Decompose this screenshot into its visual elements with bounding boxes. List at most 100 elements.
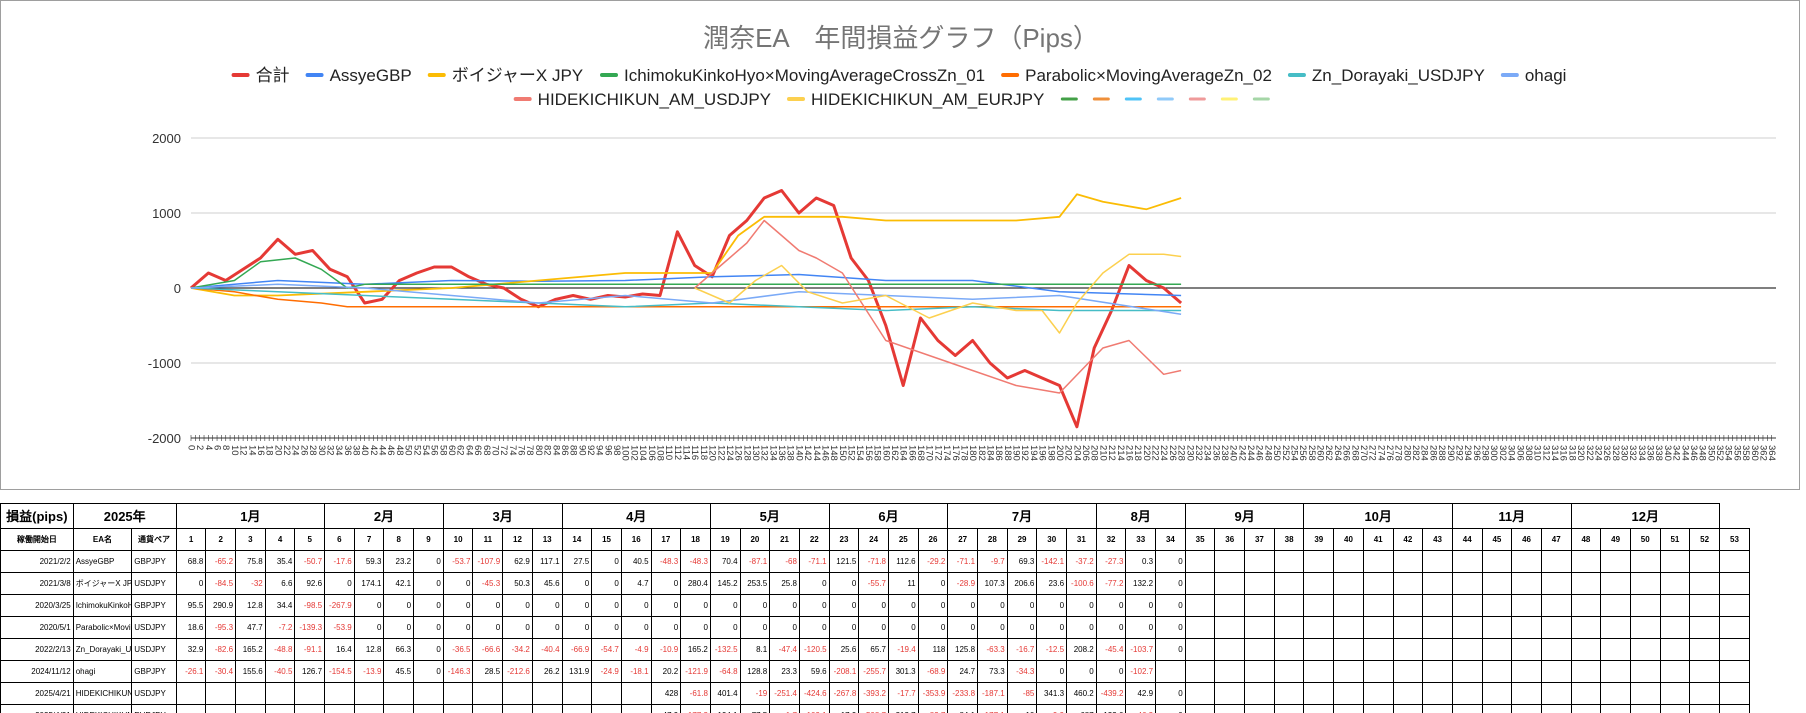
x-tick-label: 68 bbox=[481, 445, 492, 456]
x-tick-label: 108 bbox=[654, 445, 665, 461]
x-tick-label: 86 bbox=[559, 445, 570, 456]
pips-cell bbox=[1629, 616, 1661, 639]
pips-cell bbox=[1451, 660, 1483, 683]
x-tick-label: 334 bbox=[1636, 445, 1647, 461]
x-tick-label: 196 bbox=[1037, 445, 1048, 461]
pips-cell bbox=[1184, 616, 1216, 639]
pips-cell bbox=[1362, 594, 1394, 617]
legend-label: IchimokuKinkoHyo×MovingAverageCrossZn_01 bbox=[624, 66, 985, 85]
x-tick-label: 24 bbox=[290, 445, 301, 456]
x-tick-label: 126 bbox=[733, 445, 744, 461]
pips-cell: 280.4 bbox=[680, 572, 711, 595]
x-tick-label: 150 bbox=[837, 445, 848, 461]
pips-cell: -55.7 bbox=[858, 572, 889, 595]
pips-cell: -71.8 bbox=[858, 550, 889, 573]
pips-cell: 0 bbox=[591, 550, 622, 573]
week-number: 18 bbox=[680, 528, 711, 551]
x-tick-label: 72 bbox=[498, 445, 509, 456]
x-tick-label: 76 bbox=[516, 445, 527, 456]
x-tick-label: 308 bbox=[1523, 445, 1534, 461]
pips-cell bbox=[1214, 550, 1246, 573]
x-tick-label: 8 bbox=[220, 445, 231, 450]
pips-cell bbox=[1273, 550, 1305, 573]
x-tick-label: 212 bbox=[1106, 445, 1117, 461]
pips-cell: 0 bbox=[798, 616, 830, 639]
pips-cell bbox=[1392, 594, 1424, 617]
pips-cell: 0 bbox=[917, 572, 949, 595]
pips-cell bbox=[1540, 572, 1572, 595]
pips-cell: -34.2 bbox=[502, 638, 533, 661]
pips-cell: -121.9 bbox=[680, 660, 711, 683]
pips-cell bbox=[324, 682, 355, 705]
legend-label: ボイジャーX JPY bbox=[452, 66, 583, 85]
pips-cell bbox=[1511, 682, 1542, 705]
pips-cell: 125.8 bbox=[947, 638, 979, 661]
month-header: 4月 bbox=[561, 503, 711, 529]
pips-cell bbox=[1689, 704, 1720, 713]
start-date-cell: 2024/11/12 bbox=[0, 660, 74, 683]
week-number: 50 bbox=[1629, 528, 1661, 551]
x-tick-label: 236 bbox=[1210, 445, 1221, 461]
pips-cell: 131.9 bbox=[561, 660, 593, 683]
x-tick-label: 128 bbox=[741, 445, 752, 461]
pips-cell bbox=[1718, 682, 1751, 705]
x-tick-label: 58 bbox=[437, 445, 448, 456]
x-tick-label: 130 bbox=[750, 445, 761, 461]
pips-cell bbox=[1570, 550, 1602, 573]
pips-cell: 0 bbox=[472, 594, 504, 617]
x-tick-label: 338 bbox=[1653, 445, 1664, 461]
pips-cell: 0 bbox=[561, 616, 593, 639]
ea-name-cell: Zn_Dorayaki_USDJPY bbox=[72, 638, 133, 661]
pips-cell: -17.7 bbox=[887, 682, 919, 705]
week-number: 31 bbox=[1066, 528, 1097, 551]
x-tick-label: 4 bbox=[203, 445, 214, 450]
x-tick-label: 148 bbox=[828, 445, 839, 461]
pips-cell: -19 bbox=[739, 682, 771, 705]
x-tick-label: 310 bbox=[1532, 445, 1543, 461]
y-tick-label: 1000 bbox=[152, 206, 181, 221]
x-tick-label: 62 bbox=[455, 445, 466, 456]
pips-cell bbox=[1659, 660, 1691, 683]
pips-cell: -19.4 bbox=[887, 638, 919, 661]
x-tick-label: 18 bbox=[264, 445, 275, 456]
week-number: 46 bbox=[1511, 528, 1542, 551]
x-tick-label: 356 bbox=[1731, 445, 1742, 461]
table-header-weeks: 稼働開始日 EA名 通貨ペア 1 2 3 4 5 6 7 8 9 10 11 12 13 14 15 16 17 18 1… bbox=[0, 528, 1751, 551]
x-tick-label: 354 bbox=[1723, 445, 1734, 461]
pips-cell: 165.2 bbox=[680, 638, 711, 661]
pips-cell bbox=[1422, 682, 1453, 705]
pips-cell: 107.3 bbox=[977, 572, 1008, 595]
pips-cell bbox=[1392, 682, 1424, 705]
pips-cell bbox=[1659, 704, 1691, 713]
pips-cell bbox=[1422, 594, 1453, 617]
pips-cell: 27.5 bbox=[561, 550, 593, 573]
pips-cell bbox=[1540, 682, 1572, 705]
month-header: 8月 bbox=[1095, 503, 1186, 529]
pips-cell: 95.5 bbox=[175, 594, 207, 617]
x-tick-label: 112 bbox=[672, 445, 683, 460]
x-tick-label: 204 bbox=[1071, 445, 1082, 461]
pips-cell: 121.5 bbox=[828, 550, 860, 573]
x-tick-label: 350 bbox=[1705, 445, 1716, 461]
pips-cell: 0 bbox=[383, 616, 415, 639]
pips-cell: -27.3 bbox=[1095, 550, 1127, 573]
pips-cell bbox=[472, 682, 504, 705]
week-number: 10 bbox=[442, 528, 474, 551]
pips-cell: 0 bbox=[977, 616, 1008, 639]
x-tick-label: 40 bbox=[359, 445, 370, 456]
pips-cell bbox=[1659, 616, 1691, 639]
x-tick-label: 282 bbox=[1410, 445, 1421, 461]
pips-cell: 47.7 bbox=[235, 616, 266, 639]
pips-cell: -146.3 bbox=[442, 660, 474, 683]
chart-title: 潤奈EA 年間損益グラフ（Pips） bbox=[703, 23, 1099, 53]
pips-cell: 20.2 bbox=[650, 660, 682, 683]
pips-cell bbox=[1659, 572, 1691, 595]
pips-cell bbox=[1481, 616, 1513, 639]
pips-cell bbox=[1689, 638, 1720, 661]
pips-cell: 17.9 bbox=[828, 704, 860, 713]
series-line bbox=[190, 189, 1183, 429]
pips-cell bbox=[1689, 572, 1720, 595]
pips-cell bbox=[1184, 638, 1216, 661]
pips-cell: -251.4 bbox=[769, 682, 800, 705]
pips-cell: 77.5 bbox=[739, 704, 771, 713]
